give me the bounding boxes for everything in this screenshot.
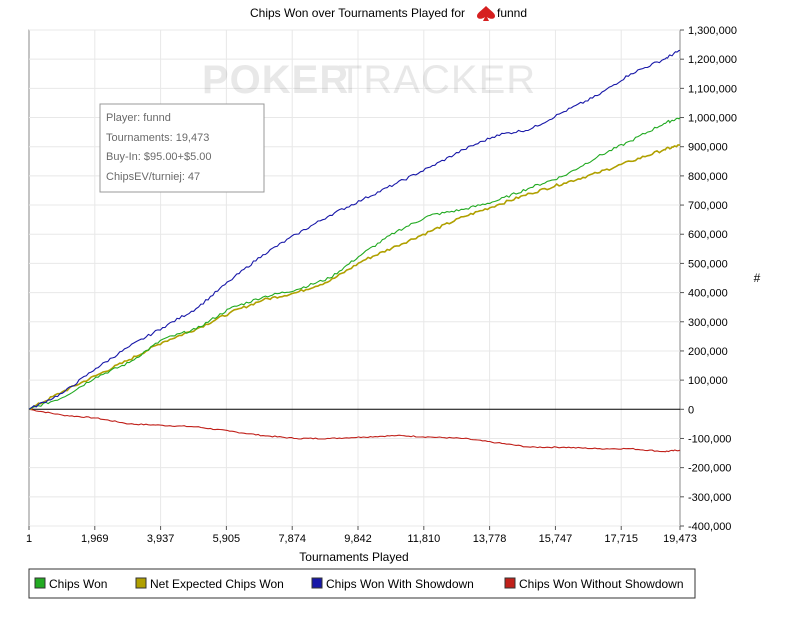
y-tick-label: -100,000 [688, 433, 731, 445]
x-tick-label: 1,969 [81, 533, 109, 545]
y-axis-label: # [754, 271, 761, 285]
x-tick-label: 1 [26, 533, 32, 545]
x-tick-label: 17,715 [604, 533, 638, 545]
x-tick-label: 3,937 [147, 533, 175, 545]
legend-label-without-showdown: Chips Won Without Showdown [519, 577, 684, 591]
x-tick-label: 19,473 [663, 533, 697, 545]
y-tick-label: 500,000 [688, 258, 728, 270]
info-chipsev: ChipsEV/turniej: 47 [106, 171, 200, 183]
x-tick-label: 5,905 [213, 533, 241, 545]
legend-label-with-showdown: Chips Won With Showdown [326, 577, 474, 591]
legend-swatch-chips-won [34, 577, 46, 589]
info-buyin: Buy-In: $95.00+$5.00 [106, 151, 212, 163]
info-box-frame [99, 103, 265, 193]
x-axis-label: Tournaments Played [299, 550, 408, 564]
y-tick-label: 400,000 [688, 288, 728, 300]
legend: Chips Won Net Expected Chips Won Chips W… [28, 568, 696, 599]
legend-label-net-expected: Net Expected Chips Won [150, 577, 284, 591]
y-tick-label: 100,000 [688, 375, 728, 387]
legend-swatch-without-showdown [504, 577, 516, 589]
chart-title-player: funnd [497, 6, 527, 20]
info-player: Player: funnd [106, 112, 171, 124]
watermark-text-a: POKER [202, 58, 349, 102]
spade-icon [477, 6, 495, 21]
watermark-text-b: TRACKER [338, 58, 536, 102]
y-tick-label: 800,000 [688, 171, 728, 183]
series-line-net-expected [28, 144, 681, 411]
y-tick-label: -200,000 [688, 463, 731, 475]
y-tick-label: 1,300,000 [688, 25, 737, 37]
series-lines [28, 49, 681, 453]
y-tick-label: 1,000,000 [688, 113, 737, 125]
y-tick-label: -400,000 [688, 521, 731, 533]
legend-label-chips-won: Chips Won [49, 577, 107, 591]
x-tick-label: 15,747 [539, 533, 573, 545]
x-axis-ticks: 1 1,969 3,937 5,905 7,874 9,842 11,810 13,778 15… [26, 526, 697, 545]
series-line-without-showdown [28, 408, 681, 453]
x-tick-label: 13,778 [473, 533, 507, 545]
grid [29, 29, 680, 527]
x-tick-label: 11,810 [407, 533, 440, 545]
y-tick-label: 300,000 [688, 317, 728, 329]
y-axis-ticks: 1,300,000 1,200,000 1,100,000 1,000,000 900,… [680, 25, 737, 533]
y-tick-label: 200,000 [688, 346, 728, 358]
series-line-with-showdown [28, 49, 681, 410]
chart-title: Chips Won over Tournaments Played for [250, 6, 465, 20]
info-box: Player: funnd Tournaments: 19,473 Buy-In… [99, 103, 265, 193]
y-tick-label: 900,000 [688, 142, 728, 154]
info-tournaments: Tournaments: 19,473 [106, 132, 209, 144]
x-tick-label: 9,842 [344, 533, 372, 545]
series-line-chips-won [28, 117, 681, 410]
legend-swatch-with-showdown [311, 577, 323, 589]
y-tick-label: 0 [688, 404, 694, 416]
y-tick-label: 1,100,000 [688, 83, 737, 95]
x-tick-label: 7,874 [278, 533, 306, 545]
y-tick-label: 1,200,000 [688, 54, 737, 66]
y-tick-label: 600,000 [688, 229, 728, 241]
y-tick-label: 700,000 [688, 200, 728, 212]
legend-swatch-net-expected [135, 577, 147, 589]
pokertracker-watermark: POKER TRACKER [202, 58, 536, 102]
y-tick-label: -300,000 [688, 492, 731, 504]
